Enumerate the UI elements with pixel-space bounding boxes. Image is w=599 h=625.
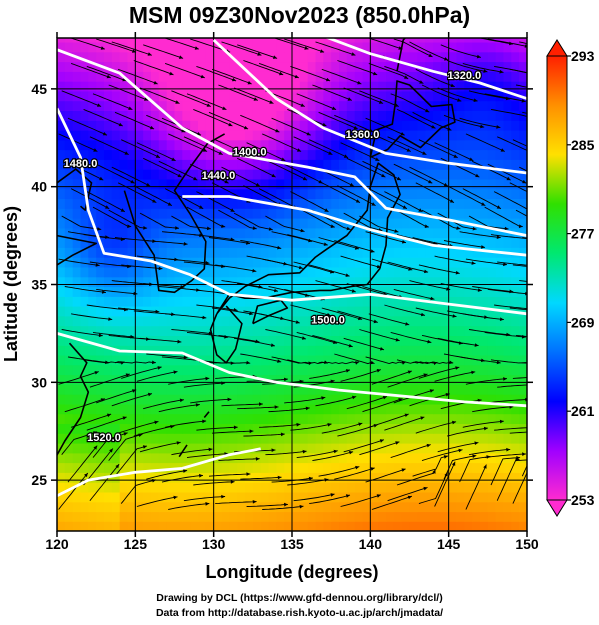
colorbar: 253 261 269 277 285 293 <box>546 39 595 517</box>
temperature-field <box>57 38 527 531</box>
contour-line: 1360.0 <box>212 38 527 175</box>
colorbar-bottom-arrow <box>546 499 568 517</box>
x-tick-label: 125 <box>124 536 148 552</box>
x-axis-label: Longitude (degrees) <box>205 562 378 582</box>
y-tick-label: 45 <box>31 81 47 97</box>
contour-label: 1500.0 <box>311 315 345 327</box>
contour-label: 1360.0 <box>346 129 380 141</box>
y-tick-label: 25 <box>31 472 47 488</box>
colorbar-tick-label: 285 <box>571 137 595 153</box>
contour-label: 1400.0 <box>233 146 267 158</box>
colorbar-top-arrow <box>546 39 568 57</box>
y-tick-label: 30 <box>31 374 47 390</box>
x-tick-label: 145 <box>437 536 461 552</box>
y-axis-label: Latitude (degrees) <box>1 206 21 362</box>
page-title: MSM 09Z30Nov2023 (850.0hPa) <box>128 2 471 28</box>
colorbar-tick-label: 293 <box>571 48 595 64</box>
credit-drawing: Drawing by DCL (https://www.gfd-dennou.o… <box>156 592 443 604</box>
y-tick-label: 40 <box>31 179 47 195</box>
contour-line: 1480.0 <box>57 107 527 316</box>
contour-line: 1500.0 <box>57 313 527 408</box>
contour-label: 1440.0 <box>202 170 236 182</box>
x-tick-label: 120 <box>45 536 69 552</box>
colorbar-gradient <box>546 55 568 501</box>
contour-label: 1520.0 <box>87 432 121 444</box>
contour-label: 1320.0 <box>447 70 481 82</box>
x-tick-label: 130 <box>202 536 226 552</box>
wind-streamlines <box>58 38 527 510</box>
x-tick-label: 135 <box>280 536 304 552</box>
lat-lon-grid <box>57 38 527 531</box>
y-tick-label: 35 <box>31 277 47 293</box>
contour-line: 1520.0 <box>57 431 261 498</box>
axis-ticks: 120 125 130 135 140 145 150 25 30 35 40 45 <box>31 32 539 552</box>
colorbar-tick-label: 269 <box>571 314 595 330</box>
contour-line: 1440.0 <box>182 169 527 257</box>
contour-label: 1480.0 <box>64 158 98 170</box>
contour-line: 1400.0 <box>57 48 527 237</box>
contour-line: 1320.0 <box>324 38 527 100</box>
colorbar-tick-label: 277 <box>571 226 595 242</box>
credit-data: Data from http://database.rish.kyoto-u.a… <box>155 607 444 619</box>
x-tick-label: 140 <box>359 536 383 552</box>
colorbar-tick-label: 253 <box>571 492 595 508</box>
colorbar-tick-label: 261 <box>571 403 595 419</box>
height-contours: 1320.0 1360.0 1400.0 1440.0 1480.0 1500.0 1520… <box>57 38 527 498</box>
x-tick-label: 150 <box>515 536 539 552</box>
